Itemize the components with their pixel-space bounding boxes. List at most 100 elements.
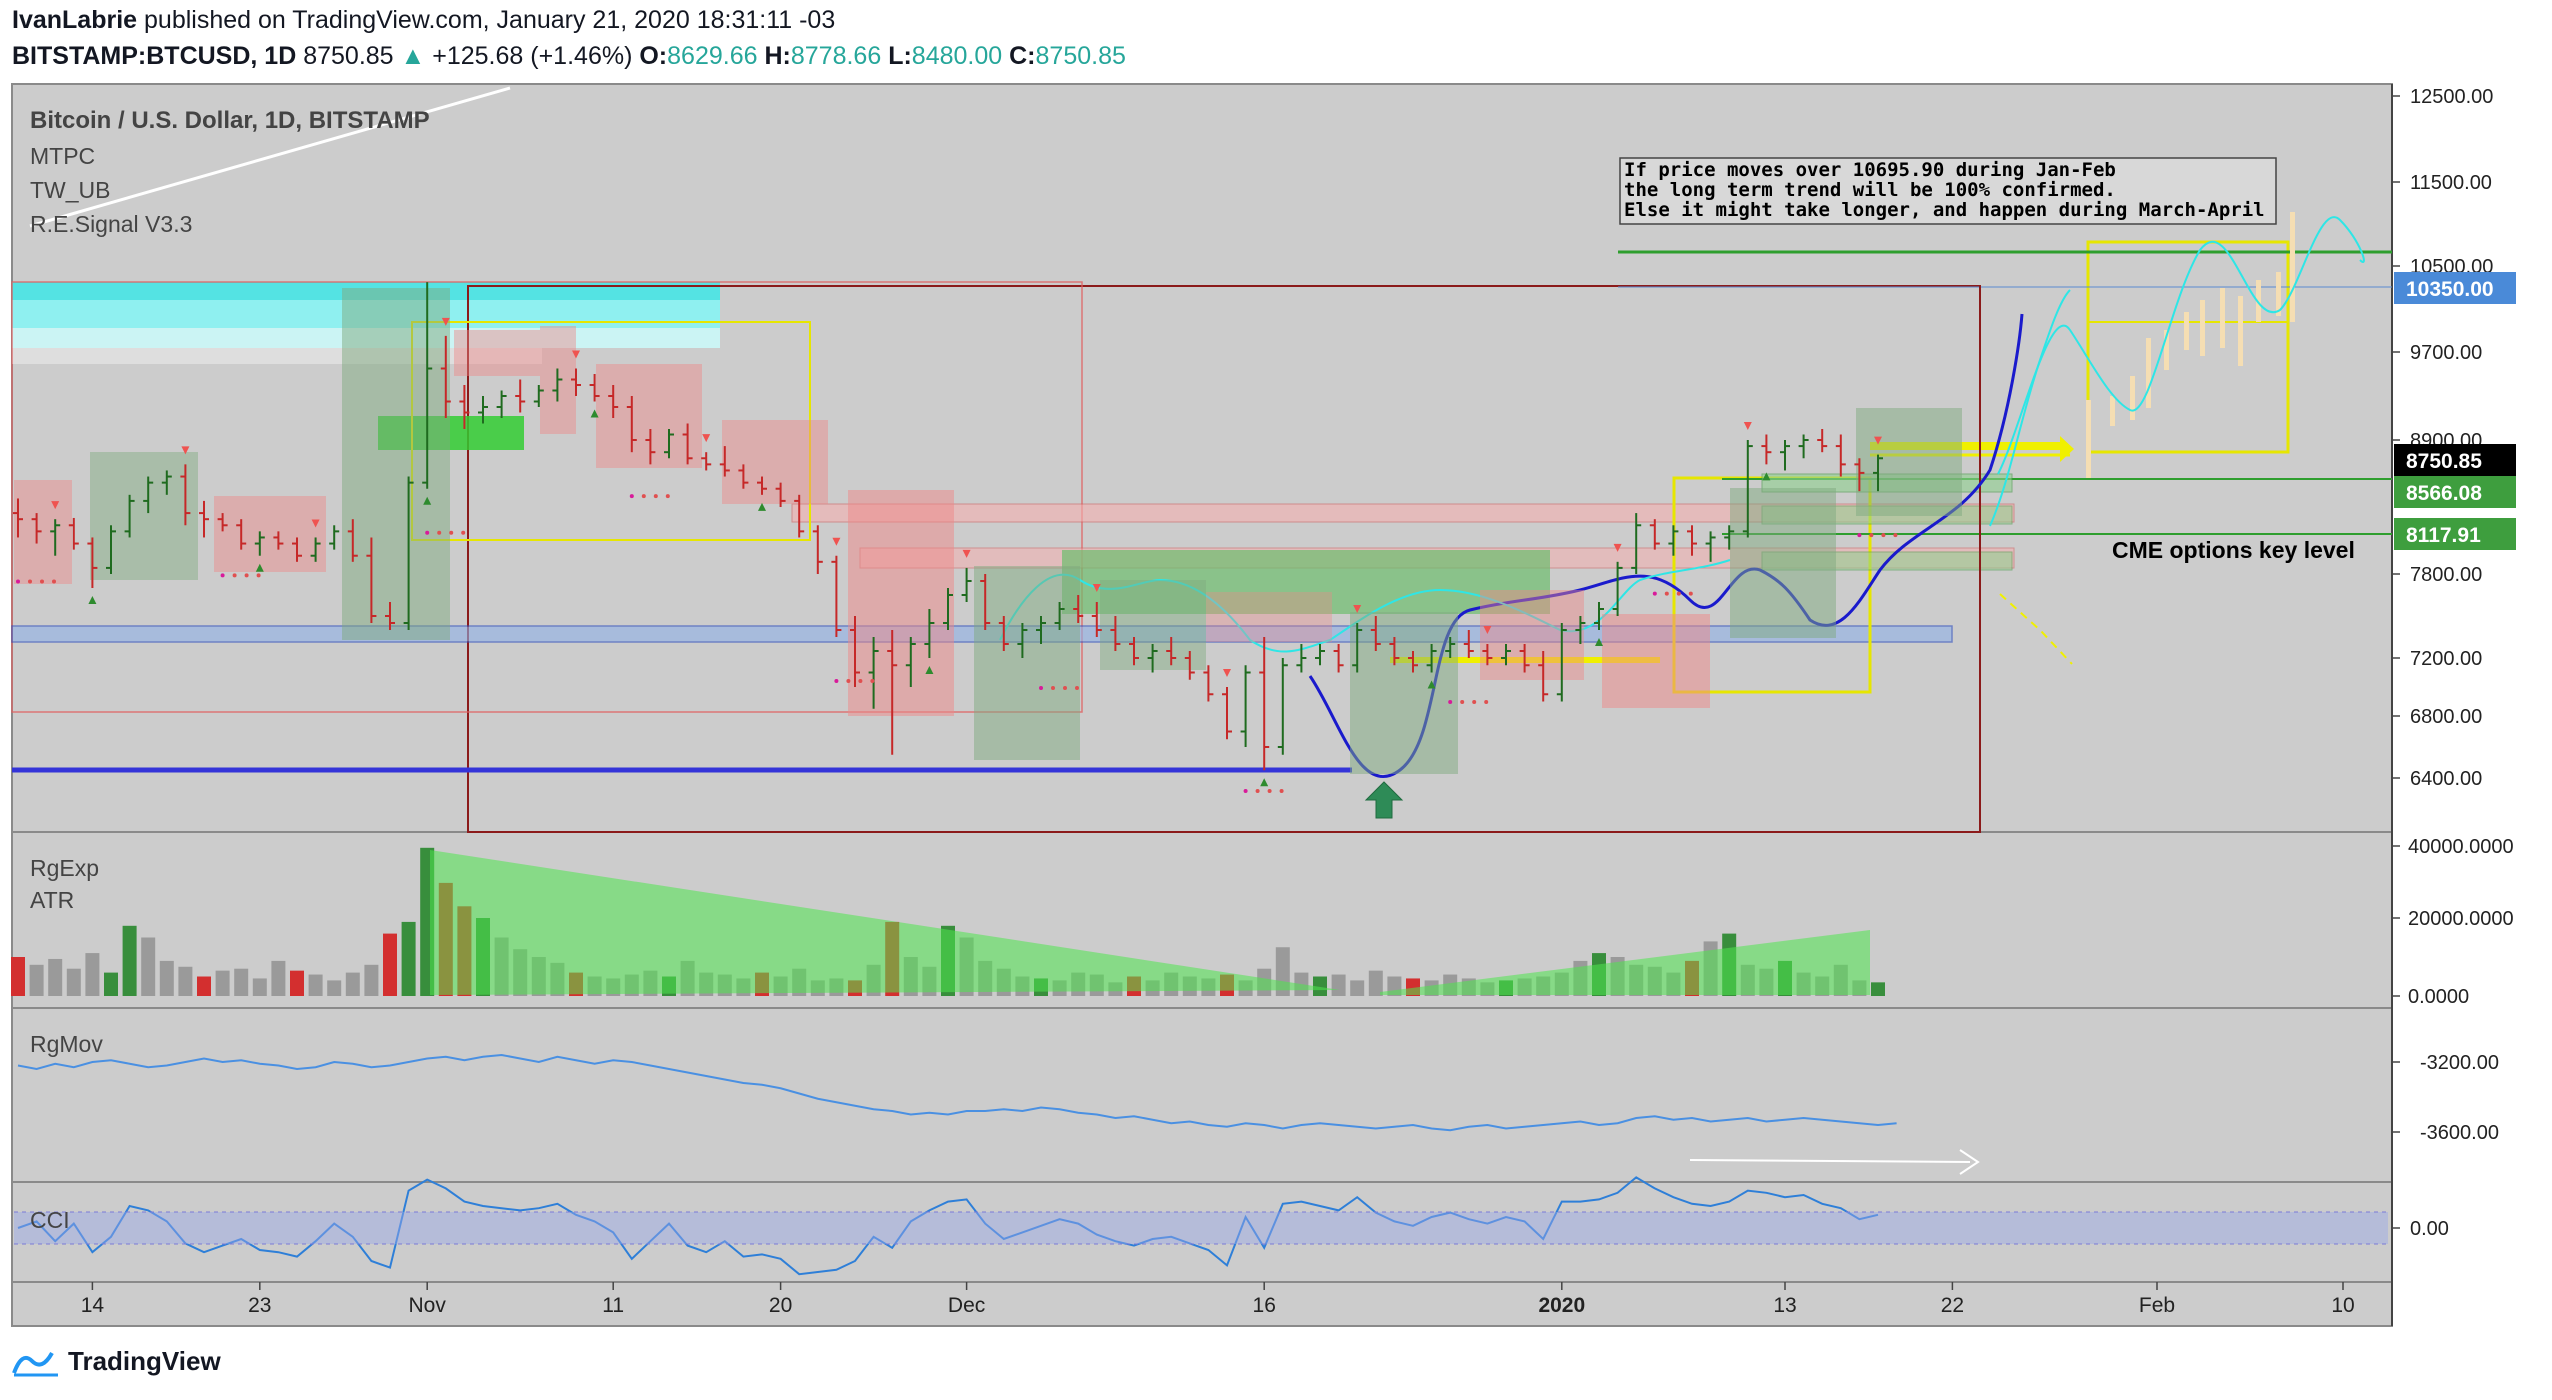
candle[interactable]: [1333, 644, 1344, 673]
candle[interactable]: [1222, 687, 1232, 740]
candle[interactable]: [124, 494, 135, 538]
candle[interactable]: [1649, 519, 1660, 550]
candle[interactable]: [310, 537, 321, 562]
candle[interactable]: [701, 452, 712, 471]
footer-brand[interactable]: TradingView: [12, 1346, 221, 1377]
candle[interactable]: [1501, 644, 1511, 666]
candle[interactable]: [571, 368, 581, 397]
x-axis-labels[interactable]: 14 23 Nov 11 20 Dec 16 2020 13 22 Feb 10: [81, 1282, 2355, 1317]
candle[interactable]: [459, 385, 470, 429]
candle[interactable]: [1873, 454, 1883, 492]
volume-bar[interactable]: [364, 964, 379, 996]
candle[interactable]: [812, 525, 823, 574]
volume-bar[interactable]: [1871, 982, 1885, 996]
candle[interactable]: [887, 630, 898, 755]
candle[interactable]: [1798, 434, 1809, 459]
candle[interactable]: [1054, 602, 1065, 630]
candle[interactable]: [1240, 665, 1251, 747]
volume-bar[interactable]: [159, 960, 174, 996]
candle[interactable]: [943, 588, 953, 630]
candle[interactable]: [50, 519, 61, 556]
volume-bar[interactable]: [234, 968, 249, 996]
candle[interactable]: [1594, 602, 1604, 630]
candle[interactable]: [515, 379, 526, 413]
note-box[interactable]: [1619, 157, 2277, 225]
candle[interactable]: [31, 513, 42, 544]
volume-bar[interactable]: [271, 960, 286, 996]
candle[interactable]: [645, 429, 656, 465]
candle[interactable]: [254, 531, 265, 556]
candle[interactable]: [664, 429, 674, 459]
candle[interactable]: [868, 637, 879, 709]
volume-bar[interactable]: [308, 974, 323, 996]
volume-bar[interactable]: [85, 953, 100, 996]
candle[interactable]: [794, 494, 805, 538]
candle[interactable]: [608, 385, 619, 418]
candle[interactable]: [998, 616, 1009, 651]
volume-bar[interactable]: [48, 958, 63, 996]
volume-bar[interactable]: [401, 921, 416, 996]
candle[interactable]: [719, 446, 730, 477]
volume-bar[interactable]: [1350, 980, 1365, 996]
candle[interactable]: [13, 498, 23, 538]
candle[interactable]: [1036, 616, 1046, 644]
volume-bar[interactable]: [1313, 976, 1327, 997]
candle[interactable]: [1073, 595, 1084, 623]
candle[interactable]: [1426, 644, 1437, 673]
candle[interactable]: [1612, 561, 1623, 616]
cci-pane[interactable]: [11, 1181, 2393, 1283]
candle[interactable]: [478, 396, 488, 424]
candle[interactable]: [440, 335, 451, 418]
candle[interactable]: [626, 396, 637, 453]
candle[interactable]: [589, 374, 600, 402]
candle[interactable]: [1724, 525, 1735, 550]
symbol[interactable]: BITSTAMP:BTCUSD, 1D: [12, 42, 297, 70]
candle[interactable]: [1166, 637, 1177, 666]
candle[interactable]: [366, 537, 377, 623]
rgmov-axis[interactable]: -3200.00 -3600.00: [2392, 1052, 2499, 1144]
candle[interactable]: [385, 602, 395, 630]
volume-bar[interactable]: [197, 976, 211, 997]
candle[interactable]: [1780, 440, 1790, 471]
volume-bar[interactable]: [290, 970, 304, 996]
candle[interactable]: [68, 517, 79, 550]
candle[interactable]: [1315, 644, 1325, 666]
candle[interactable]: [1631, 513, 1642, 574]
volume-bar[interactable]: [252, 978, 267, 996]
candle[interactable]: [143, 476, 154, 514]
candle[interactable]: [757, 476, 767, 495]
candle[interactable]: [422, 282, 433, 489]
candle[interactable]: [980, 574, 991, 630]
volume-axis[interactable]: 40000.0000 20000.0000 0.0000: [2392, 836, 2514, 1008]
candle[interactable]: [106, 525, 116, 574]
candle[interactable]: [273, 531, 284, 550]
candle[interactable]: [1296, 644, 1307, 673]
author-name[interactable]: IvanLabrie: [12, 6, 138, 34]
candle[interactable]: [180, 464, 191, 526]
candle[interactable]: [1854, 458, 1865, 492]
candle[interactable]: [850, 616, 860, 687]
candle[interactable]: [1668, 525, 1679, 556]
candle[interactable]: [1147, 644, 1158, 673]
time-axis[interactable]: [11, 1281, 2393, 1327]
candle[interactable]: [738, 464, 749, 489]
candle[interactable]: [1277, 658, 1288, 755]
candle[interactable]: [347, 519, 358, 562]
candle[interactable]: [533, 385, 544, 407]
candle[interactable]: [1835, 434, 1846, 477]
candle[interactable]: [1091, 602, 1102, 637]
candle[interactable]: [1687, 525, 1697, 556]
candle[interactable]: [1259, 637, 1270, 771]
candle[interactable]: [1742, 440, 1753, 538]
volume-bar[interactable]: [1368, 970, 1383, 996]
volume-bar[interactable]: [11, 957, 25, 996]
volume-bar[interactable]: [1331, 974, 1346, 996]
candle[interactable]: [1352, 623, 1363, 673]
volume-bar[interactable]: [29, 964, 44, 996]
candle[interactable]: [552, 368, 563, 402]
candle[interactable]: [1408, 651, 1418, 673]
candle[interactable]: [1129, 637, 1139, 666]
candle[interactable]: [329, 525, 340, 550]
volume-bar[interactable]: [215, 970, 230, 996]
candle[interactable]: [961, 567, 972, 602]
